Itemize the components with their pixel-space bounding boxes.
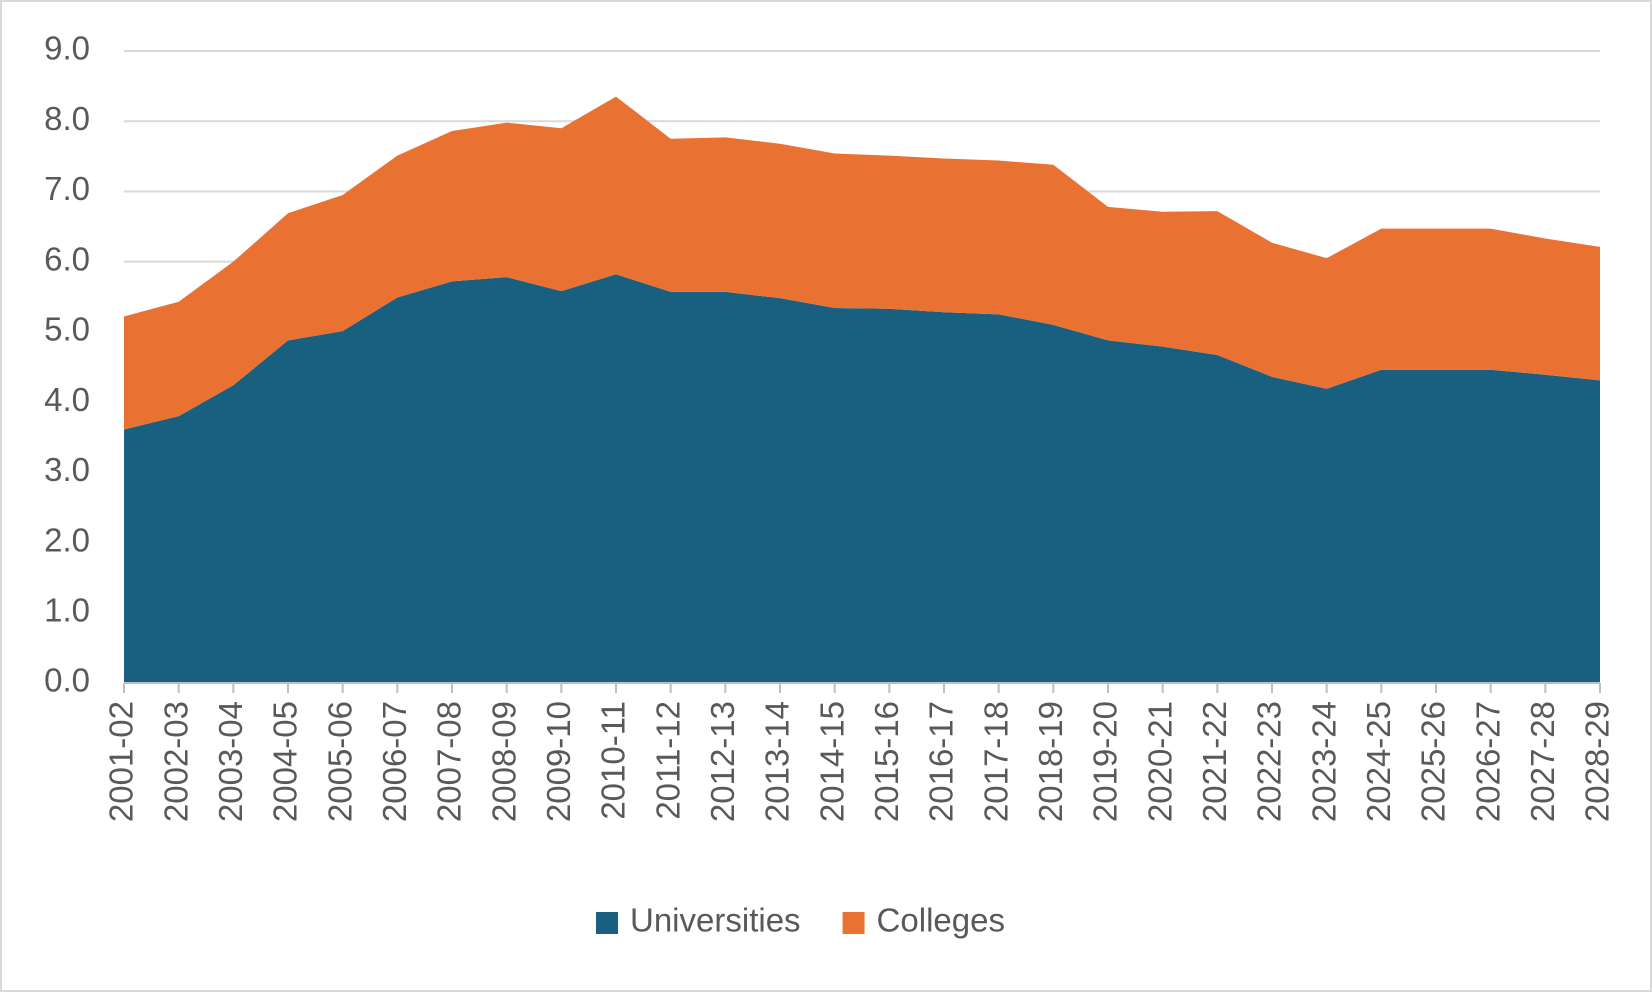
legend-label: Universities <box>630 902 801 939</box>
areas <box>124 96 1600 683</box>
x-tick-label: 2025-26 <box>1415 701 1452 822</box>
x-tick-label: 2026-27 <box>1469 701 1506 822</box>
y-tick-label: 9.0 <box>44 30 90 67</box>
y-tick-label: 6.0 <box>44 240 90 277</box>
x-tick-label: 2009-10 <box>540 701 577 822</box>
x-tick-label: 2007-08 <box>431 701 468 822</box>
x-tick-label: 2013-14 <box>759 701 796 822</box>
legend-swatch <box>842 912 865 934</box>
y-tick-label: 2.0 <box>44 521 90 558</box>
y-tick-label: 8.0 <box>44 100 90 137</box>
x-tick-label: 2028-29 <box>1579 701 1616 822</box>
x-tick-label: 2006-07 <box>376 701 413 822</box>
x-tick-label: 2008-09 <box>485 701 522 822</box>
y-tick-label: 0.0 <box>44 662 90 699</box>
x-tick-label: 2005-06 <box>321 701 358 822</box>
x-tick-label: 2020-21 <box>1141 701 1178 822</box>
x-tick-label: 2010-11 <box>595 701 632 820</box>
y-tick-label: 7.0 <box>44 170 90 207</box>
x-tick-label: 2014-15 <box>813 701 850 822</box>
x-tick-label: 2027-28 <box>1524 701 1561 822</box>
area <box>124 274 1600 683</box>
legend-label: Colleges <box>877 902 1005 939</box>
x-tick-label: 2018-19 <box>1032 701 1069 822</box>
x-tick-label: 2023-24 <box>1305 701 1342 822</box>
x-tick-label: 2004-05 <box>267 701 304 822</box>
x-tick-label: 2017-18 <box>977 701 1014 822</box>
y-tick-label: 1.0 <box>44 591 90 628</box>
x-tick-label: 2024-25 <box>1360 701 1397 822</box>
x-tick-label: 2015-16 <box>868 701 905 822</box>
x-tick-label: 2021-22 <box>1196 701 1233 822</box>
x-tick-label: 2001-02 <box>103 701 140 822</box>
x-tick-label: 2012-13 <box>704 701 741 822</box>
y-tick-label: 5.0 <box>44 311 90 348</box>
x-tick-label: 2016-17 <box>923 701 960 822</box>
x-tick-label: 2002-03 <box>157 701 194 822</box>
x-tick-label: 2019-20 <box>1087 701 1124 822</box>
x-tick-label: 2011-12 <box>649 701 686 820</box>
y-tick-label: 3.0 <box>44 451 90 488</box>
area <box>124 96 1600 430</box>
legend-swatch <box>596 912 618 934</box>
x-tick-label: 2003-04 <box>212 701 249 822</box>
y-tick-label: 4.0 <box>44 381 90 418</box>
x-tick-label: 2022-23 <box>1251 701 1288 822</box>
